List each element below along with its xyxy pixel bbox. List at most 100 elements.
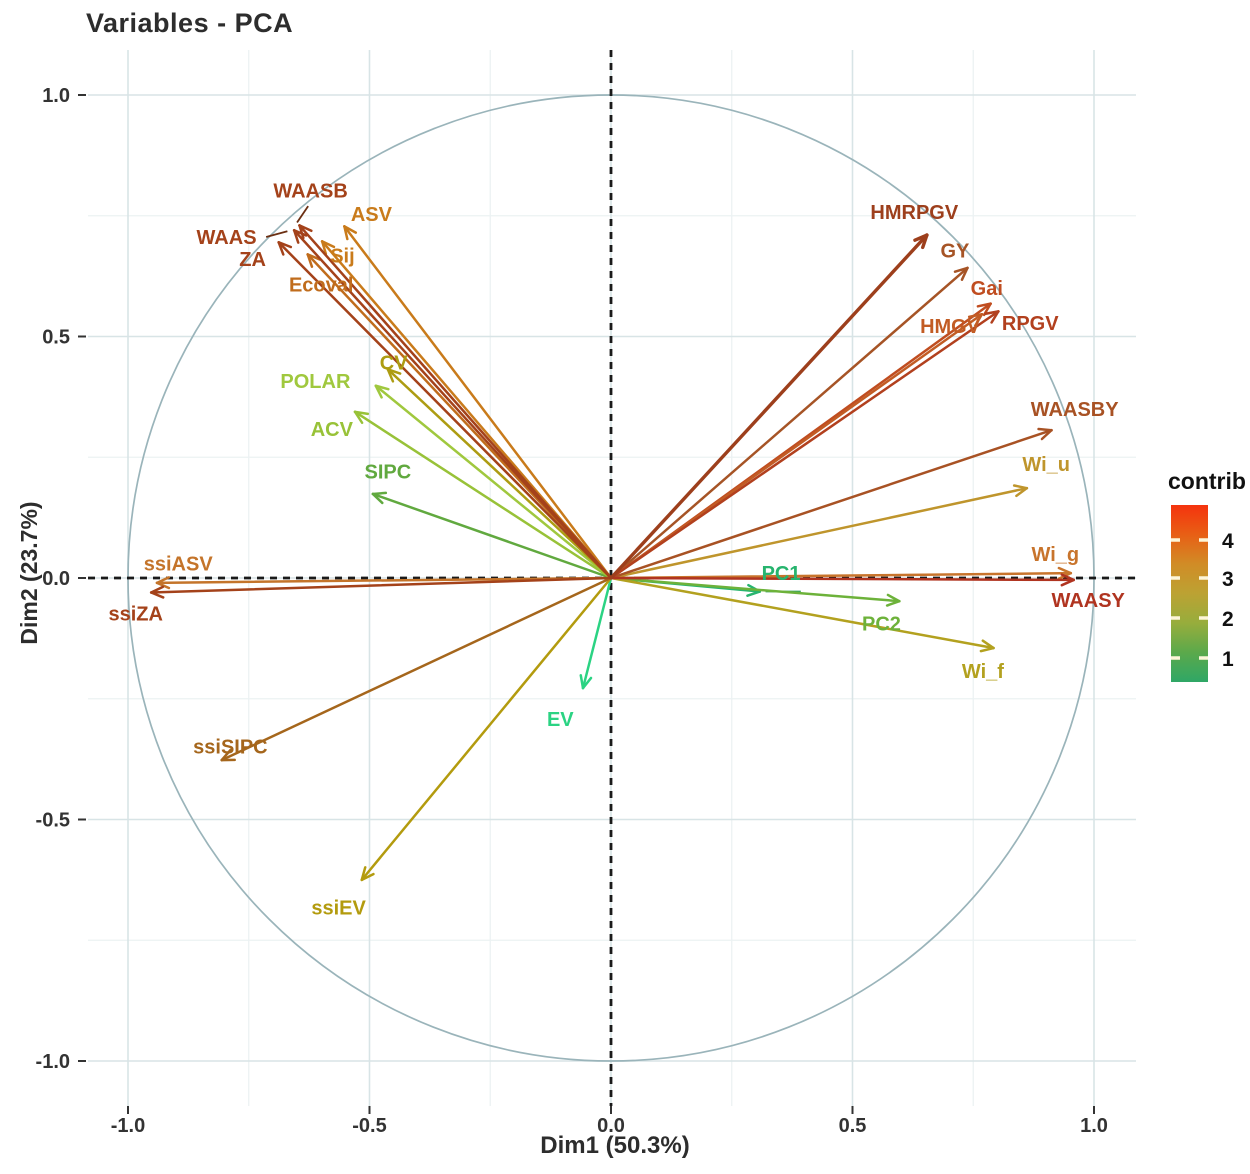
arrowhead-WAASBY	[1040, 428, 1053, 441]
arrowhead-ZA	[277, 241, 285, 256]
arrow-Wi_u	[609, 486, 1029, 580]
legend-gradient-bar	[1171, 505, 1208, 682]
arrowhead-POLAR	[374, 384, 390, 391]
arrow-EV	[581, 576, 613, 690]
arrow-POLAR	[374, 384, 613, 580]
label-ssiASV: ssiASV	[144, 554, 214, 576]
arrow-ACV	[353, 410, 613, 580]
y-tick-label: -0.5	[36, 810, 70, 832]
label-ssiEV: ssiEV	[311, 897, 366, 919]
x-tick-label: -1.0	[111, 1115, 145, 1137]
arrowhead-WAAS	[292, 228, 300, 244]
x-axis-title: Dim1 (50.3%)	[540, 1132, 690, 1159]
label-PC1: PC1	[762, 563, 801, 585]
arrowhead-ssiEV	[360, 866, 367, 882]
label-ssiZA: ssiZA	[108, 604, 162, 626]
arrowhead-EV	[579, 674, 585, 690]
x-tick-label: 1.0	[1080, 1115, 1108, 1137]
arrowhead-Sij	[320, 240, 336, 249]
arrow-ssiEV	[360, 576, 613, 882]
arrowhead-WAASB	[298, 224, 305, 240]
arrowhead-ssiSIPC	[220, 749, 232, 762]
label-GY: GY	[940, 241, 970, 263]
label-HMRPGV: HMRPGV	[870, 202, 958, 224]
arrow-ssiASV	[155, 576, 613, 585]
legend-tick-label: 2	[1222, 608, 1234, 631]
arrowhead-HMGV	[967, 313, 984, 319]
label-ASV: ASV	[351, 204, 393, 226]
arrowhead-ACV	[353, 410, 364, 425]
arrowhead-Wi_f	[981, 639, 995, 650]
arrowhead-PC2	[886, 593, 901, 603]
legend-title: contrib	[1168, 468, 1246, 494]
arrowhead-ASV	[343, 225, 358, 234]
arrowhead-ASV	[343, 225, 349, 241]
arrow-SIPC	[371, 492, 613, 580]
label-Wi_g: Wi_g	[1032, 544, 1080, 566]
legend-tick-label: 1	[1222, 648, 1234, 671]
label-Gai: Gai	[971, 278, 1003, 300]
arrowhead-POLAR	[374, 384, 383, 399]
y-axis-title: Dim2 (23.7%)	[16, 501, 42, 645]
legend-tick-label: 4	[1222, 530, 1234, 553]
label-leader-line	[265, 230, 288, 238]
arrowhead-PC1	[746, 590, 762, 597]
y-tick-label: 1.0	[42, 85, 70, 107]
arrowhead-EV	[581, 676, 593, 690]
arrow-WAASBY	[609, 428, 1053, 580]
arrowhead-SIPC	[371, 492, 384, 505]
arrowhead-WAASY	[1060, 578, 1075, 587]
label-PC2: PC2	[862, 613, 901, 635]
arrowhead-Gai	[976, 302, 992, 308]
label-WAASB: WAASB	[273, 181, 347, 203]
label-EV: EV	[547, 709, 574, 731]
arrowhead-WAASB	[298, 224, 313, 233]
arrowhead-ssiEV	[360, 872, 375, 882]
label-WAAS: WAAS	[197, 227, 257, 249]
arrow-Wi_f	[609, 576, 995, 650]
label-POLAR: POLAR	[280, 371, 351, 393]
arrowhead-GY	[953, 266, 969, 273]
label-HMGV: HMGV	[920, 316, 981, 338]
label-ssiSIPC: ssiSIPC	[193, 737, 267, 759]
label-WAASY: WAASY	[1052, 590, 1126, 612]
arrowhead-HMGV	[974, 313, 984, 327]
y-tick-label: 0.0	[42, 568, 70, 590]
x-tick-label: 0.0	[597, 1115, 625, 1137]
chart-title: Variables - PCA	[86, 8, 294, 38]
label-ACV: ACV	[311, 419, 354, 441]
arrowhead-Sij	[320, 240, 328, 256]
arrowhead-CV	[386, 368, 402, 375]
label-ZA: ZA	[239, 249, 266, 271]
arrow-WAASB	[298, 224, 613, 580]
y-tick-label: -1.0	[36, 1051, 70, 1073]
arrowhead-GY	[960, 266, 969, 281]
arrowhead-Wi_g	[1057, 566, 1073, 575]
arrow-ssiZA	[149, 576, 613, 594]
arrowhead-ACV	[353, 410, 370, 416]
arrow-ZA	[277, 241, 613, 580]
label-Ecoval: Ecoval	[289, 274, 353, 296]
x-tick-label: -0.5	[352, 1115, 386, 1137]
arrow-HMRPGV	[609, 233, 929, 580]
arrow-GY	[609, 266, 969, 580]
arrow-ssiSIPC	[220, 576, 613, 762]
arrowhead-WAASY	[1060, 573, 1075, 582]
arrowhead-CV	[386, 368, 395, 383]
arrow-CV	[386, 368, 613, 580]
arrowhead-ssiASV	[155, 576, 171, 585]
label-RPGV: RPGV	[1002, 313, 1059, 335]
arrowhead-WAAS	[292, 228, 308, 237]
label-Wi_f: Wi_f	[962, 661, 1004, 683]
arrowhead-Wi_u	[1012, 484, 1029, 490]
label-leader-line	[296, 205, 309, 224]
arrowhead-RPGV	[990, 310, 1000, 324]
arrowhead-ssiASV	[155, 581, 171, 590]
x-tick-label: 0.5	[839, 1115, 867, 1137]
arrowhead-SIPC	[371, 491, 388, 496]
label-Wi_u: Wi_u	[1022, 454, 1070, 476]
arrowhead-Ecoval	[306, 253, 314, 268]
arrowhead-Wi_f	[979, 646, 995, 653]
